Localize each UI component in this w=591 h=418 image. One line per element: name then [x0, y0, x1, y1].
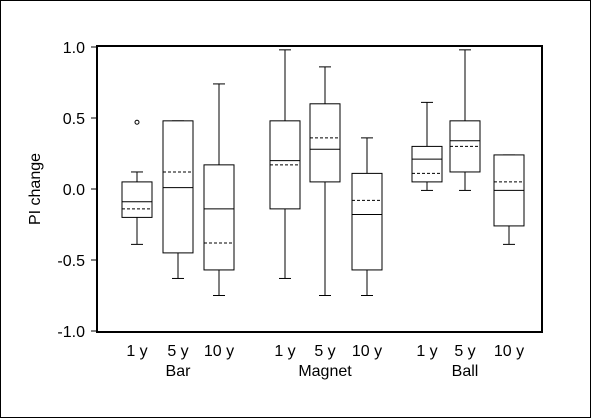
box-bar-5y: [162, 120, 194, 279]
y-tick-label: 1.0: [63, 40, 85, 57]
box-magnet-5y: [309, 66, 341, 296]
x-tick-label: 5 y: [314, 343, 335, 360]
box-ball-5y: [449, 49, 481, 191]
box-bar-1y: [121, 119, 153, 245]
iqr-box: [309, 103, 341, 183]
group-magnet: [269, 49, 383, 296]
boxes-layer: [121, 49, 525, 296]
x-tick-label: 10 y: [204, 343, 234, 360]
x-tick-label: 5 y: [454, 343, 475, 360]
iqr-box: [162, 120, 194, 254]
iqr-box: [351, 172, 383, 271]
iqr-box: [203, 164, 235, 271]
box-ball-10y: [493, 154, 525, 245]
y-tick-label: 0.5: [63, 111, 85, 128]
iqr-box: [121, 181, 153, 218]
x-tick-label: 10 y: [494, 343, 524, 360]
y-tick-label: -1.0: [57, 324, 85, 341]
group-label: Ball: [452, 363, 479, 380]
box-ball-1y: [411, 101, 443, 191]
group-ball: [411, 49, 525, 245]
group-bar: [121, 83, 235, 296]
x-tick-label: 1 y: [416, 343, 437, 360]
x-tick-label: 1 y: [126, 343, 147, 360]
x-tick-label: 5 y: [167, 343, 188, 360]
y-axis: 1.0 0.5 0.0 -0.5 -1.0: [57, 40, 97, 341]
box-magnet-1y: [269, 49, 301, 279]
y-tick-label: 0.0: [63, 182, 85, 199]
group-label: Bar: [166, 363, 192, 380]
y-axis-label: PI change: [27, 153, 44, 225]
y-tick-label: -0.5: [57, 253, 85, 270]
box-bar-10y: [203, 83, 235, 296]
box-magnet-10y: [351, 137, 383, 296]
x-tick-label: 1 y: [274, 343, 295, 360]
outlier-point: [134, 119, 140, 125]
x-tick-label: 10 y: [352, 343, 382, 360]
group-label: Magnet: [298, 363, 352, 380]
iqr-box: [411, 145, 443, 183]
